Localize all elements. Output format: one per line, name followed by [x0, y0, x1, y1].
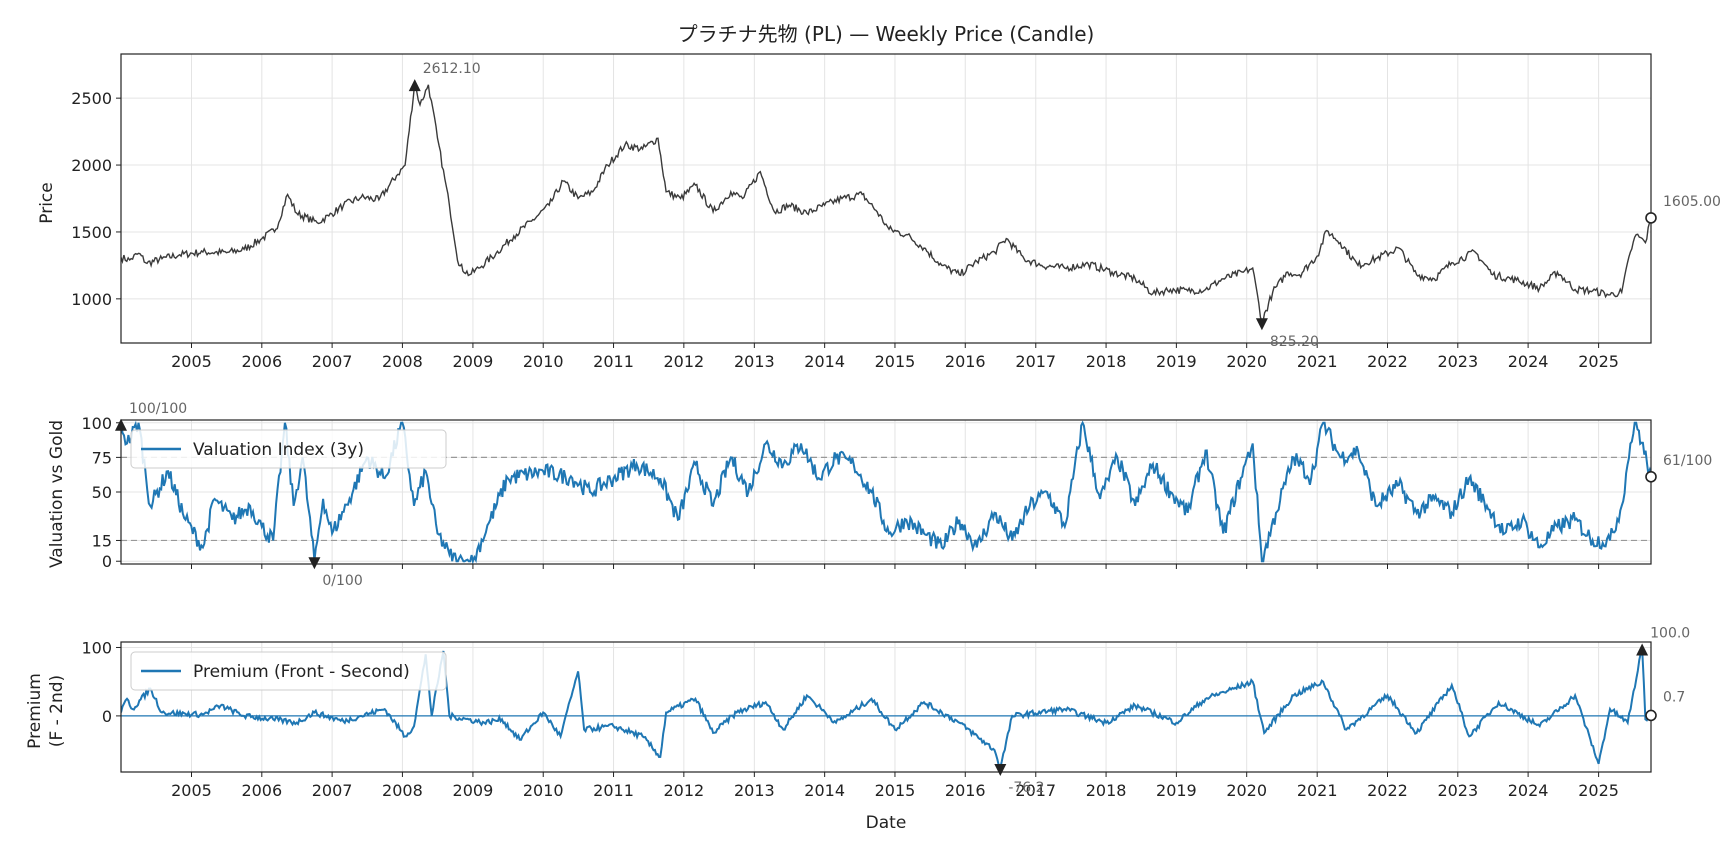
- min-marker: [308, 557, 321, 570]
- xtick-label: 2010: [523, 781, 564, 800]
- last-value-marker: [1645, 212, 1657, 224]
- xtick-label: 2024: [1508, 781, 1549, 800]
- annotation-label: 100.0: [1650, 625, 1690, 641]
- xtick-label: 2011: [593, 781, 634, 800]
- legend-box: [130, 429, 447, 469]
- ytick-label: 1500: [71, 223, 112, 242]
- xtick-label: 2016: [945, 781, 986, 800]
- xtick-label: 2019: [1156, 781, 1197, 800]
- xtick-label: 2012: [663, 352, 704, 371]
- xtick-label: 2009: [453, 352, 494, 371]
- legend-box: [130, 651, 447, 691]
- annotation-label: 825.20: [1270, 334, 1319, 350]
- premium-xlabel: Date: [866, 813, 907, 833]
- min-marker: [994, 764, 1007, 777]
- xtick-label: 2008: [382, 781, 423, 800]
- panel-premium: 0 100 2005 2006 2007 2008 2009 2010 2011 2012 2013…: [81, 625, 1690, 800]
- xtick-label: 2021: [1297, 352, 1338, 371]
- ytick-label: 0: [102, 707, 112, 726]
- xtick-label: 2018: [1086, 352, 1127, 371]
- xtick-label: 2018: [1086, 781, 1127, 800]
- legend-label: Premium (Front - Second): [193, 662, 410, 682]
- xtick-label: 2015: [875, 352, 916, 371]
- legend-label: Valuation Index (3y): [193, 440, 364, 460]
- ytick-label: 2500: [71, 89, 112, 108]
- ytick-label: 100: [81, 414, 112, 433]
- xtick-label: 2017: [1015, 781, 1056, 800]
- xtick-label: 2010: [523, 352, 564, 371]
- xtick-label: 2013: [734, 781, 775, 800]
- ytick-label: 75: [92, 448, 112, 467]
- xtick-label: 2016: [945, 352, 986, 371]
- xtick-label: 2023: [1437, 781, 1478, 800]
- xtick-label: 2007: [312, 352, 353, 371]
- xtick-label: 2005: [171, 352, 212, 371]
- series-line-premium: [121, 647, 1651, 771]
- ytick-label: 0: [102, 552, 112, 571]
- xtick-label: 2022: [1367, 352, 1408, 371]
- plot-frame: [120, 641, 1652, 773]
- ytick-label: 50: [92, 483, 112, 502]
- series-line-price: [121, 83, 1651, 324]
- ytick-label: 1000: [71, 290, 112, 309]
- xtick-label: 2014: [804, 352, 845, 371]
- xtick-label: 2014: [804, 781, 845, 800]
- last-value-marker: [1645, 709, 1657, 722]
- xtick-label: 2021: [1297, 781, 1338, 800]
- ytick-label: 100: [81, 638, 112, 657]
- annotation-label: 61/100: [1663, 453, 1712, 469]
- annotation-label: 0/100: [322, 573, 362, 589]
- xtick-label: 2006: [241, 781, 282, 800]
- chart-title: プラチナ先物 (PL) — Weekly Price (Candle): [678, 22, 1095, 46]
- xtick-label: 2020: [1226, 781, 1267, 800]
- price-ylabel: Price: [37, 182, 57, 223]
- xtick-label: 2007: [312, 781, 353, 800]
- xtick-label: 2022: [1367, 781, 1408, 800]
- xtick-label: 2006: [241, 352, 282, 371]
- xtick-label: 2019: [1156, 352, 1197, 371]
- xtick-label: 2025: [1578, 352, 1619, 371]
- max-marker: [408, 79, 421, 92]
- premium-ylabel-line1: Premium: [25, 673, 45, 749]
- xtick-label: 2024: [1508, 352, 1549, 371]
- valuation-ylabel: Valuation vs Gold: [47, 420, 67, 568]
- plot-frame: [120, 53, 1652, 344]
- xtick-label: 2008: [382, 352, 423, 371]
- ytick-label: 2000: [71, 156, 112, 175]
- xtick-label: 2023: [1437, 352, 1478, 371]
- panel-valuation: 0 15 50 75 100 100/100 0/100 61/100 Valuation In…: [81, 401, 1712, 589]
- panel-price: 1000 1500 2000 2500 2005 2006 2007 2008 2009 2010…: [71, 53, 1721, 371]
- xtick-label: 2011: [593, 352, 634, 371]
- xtick-label: 2017: [1015, 352, 1056, 371]
- xtick-label: 2013: [734, 352, 775, 371]
- annotation-label: 0.7: [1663, 689, 1685, 705]
- xtick-label: 2025: [1578, 781, 1619, 800]
- xtick-label: 2012: [663, 781, 704, 800]
- annotation-label: 1605.00: [1663, 194, 1721, 210]
- xtick-label: 2015: [875, 781, 916, 800]
- annotation-label: 2612.10: [423, 61, 481, 77]
- max-marker: [1636, 643, 1649, 656]
- min-marker: [1255, 318, 1268, 331]
- xtick-label: 2009: [453, 781, 494, 800]
- ytick-label: 15: [92, 531, 112, 550]
- xtick-label: 2005: [171, 781, 212, 800]
- premium-ylabel-line2: (F - 2nd): [47, 675, 67, 747]
- last-value-marker: [1645, 470, 1657, 483]
- xtick-label: 2020: [1226, 352, 1267, 371]
- max-marker: [115, 418, 127, 431]
- annotation-label: 100/100: [129, 401, 187, 417]
- annotation-label: -76.2: [1008, 780, 1044, 796]
